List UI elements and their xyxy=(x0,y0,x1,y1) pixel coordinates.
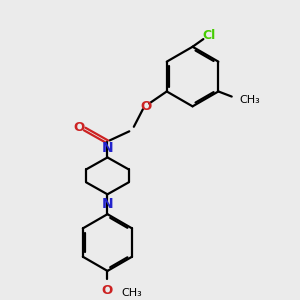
Text: O: O xyxy=(102,284,113,297)
Text: Cl: Cl xyxy=(202,29,216,42)
Text: CH₃: CH₃ xyxy=(122,288,142,298)
Text: O: O xyxy=(74,121,85,134)
Text: N: N xyxy=(102,196,113,211)
Text: CH₃: CH₃ xyxy=(239,95,260,105)
Text: N: N xyxy=(102,141,113,155)
Text: O: O xyxy=(140,100,152,113)
